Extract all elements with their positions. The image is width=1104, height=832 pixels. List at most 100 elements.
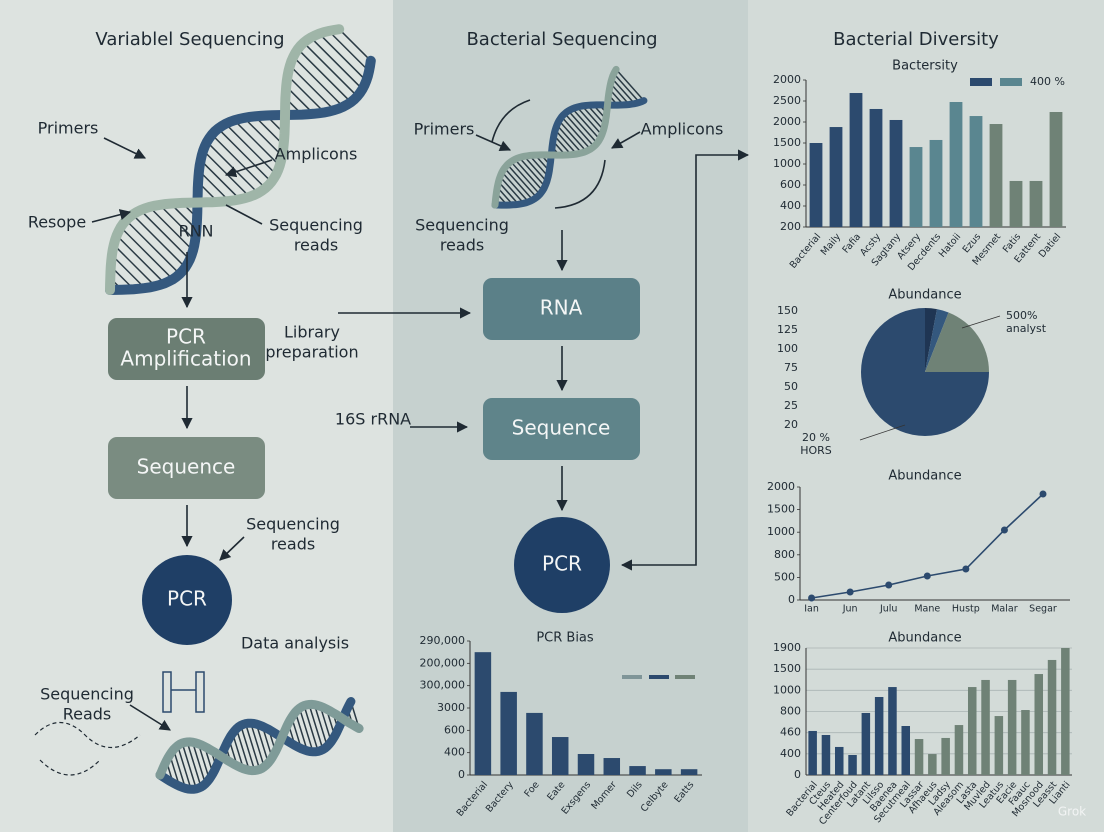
helix-rung	[319, 706, 332, 742]
artwork	[105, 24, 648, 794]
helix-rung	[125, 219, 181, 275]
process-box	[483, 278, 640, 340]
helix-rung	[198, 170, 230, 202]
y-tick-label: 0	[788, 593, 795, 606]
slice-label: analyst	[1006, 322, 1047, 335]
x-tick-label: Julu	[879, 604, 897, 615]
label: Sequencing	[40, 685, 134, 704]
process-box	[483, 398, 640, 460]
arrow	[620, 149, 750, 571]
scale-label: 100	[777, 342, 798, 355]
legend-swatch	[1000, 78, 1022, 86]
slice-label: HORS	[800, 444, 832, 457]
box-label: PCR	[167, 587, 207, 611]
helix-rung	[499, 176, 525, 204]
helix-rung	[303, 42, 358, 97]
point	[1039, 490, 1047, 498]
y-tick-label: 0	[458, 768, 465, 781]
watermark: Grok	[1058, 805, 1086, 819]
helix-rung	[244, 723, 261, 770]
bar	[994, 716, 1004, 775]
helix-rung	[613, 73, 640, 103]
helix-rung	[255, 723, 270, 764]
y-tick-label: 1900	[773, 641, 801, 654]
arrow	[611, 131, 641, 149]
helix-rung	[298, 707, 314, 753]
pie-slice	[925, 308, 937, 372]
helix-rung	[556, 124, 583, 154]
point	[1000, 526, 1008, 534]
scale-label: 150	[777, 304, 798, 317]
label: Primers	[414, 120, 475, 139]
helix-rung	[235, 728, 250, 771]
chart-title: PCR Bias	[536, 631, 594, 646]
bar	[809, 143, 823, 227]
panel-title: Bacterial Diversity	[833, 29, 999, 50]
tube	[195, 671, 205, 713]
label: reads	[440, 236, 484, 255]
box-label: PCR	[542, 552, 582, 576]
bar	[629, 766, 646, 775]
helix-rung	[497, 181, 520, 205]
y-tick-label: 3000	[437, 701, 465, 714]
box-label: Amplification	[120, 347, 251, 371]
bar	[500, 691, 517, 775]
x-tick-label: Malar	[991, 604, 1017, 615]
point	[808, 594, 816, 602]
legend-swatch	[649, 675, 669, 679]
y-tick-label: 460	[780, 726, 801, 739]
bar	[954, 725, 964, 775]
bar	[603, 758, 621, 775]
helix-rung	[132, 214, 186, 268]
helix-rung	[609, 83, 630, 105]
label: Amplicons	[275, 145, 358, 164]
pointer	[225, 204, 263, 225]
label: Data analysis	[241, 634, 349, 653]
helix-rung	[289, 65, 335, 111]
helix-rung	[328, 30, 370, 72]
helix-rung	[308, 704, 324, 750]
scale-label: 75	[784, 361, 798, 374]
bar	[949, 102, 963, 227]
helix-rung	[581, 105, 605, 131]
helix-rung	[506, 164, 538, 198]
y-tick-label: 400	[780, 747, 801, 760]
bar	[901, 725, 911, 775]
bar	[914, 739, 924, 775]
curve	[491, 99, 531, 143]
helix-rung	[558, 120, 587, 152]
label: 16S rRNA	[335, 410, 411, 429]
helix-rung	[318, 33, 367, 82]
bar	[834, 746, 844, 775]
y-tick-label: 400	[444, 746, 465, 759]
bar	[808, 730, 817, 775]
bar	[829, 127, 843, 227]
helix-rung	[561, 116, 591, 150]
bar	[526, 712, 543, 775]
bar	[680, 769, 698, 775]
helix-rung	[176, 745, 192, 790]
bar	[909, 147, 923, 227]
y-tick-label: 0	[794, 768, 801, 781]
scale-label: 50	[784, 380, 798, 393]
label: reads	[294, 236, 338, 255]
helix-rung	[297, 48, 352, 103]
arrow	[103, 137, 147, 159]
y-tick-label: 1500	[767, 503, 795, 516]
y-tick-label: 2500	[773, 94, 801, 107]
bar	[1009, 180, 1023, 227]
helix-rung	[576, 106, 603, 136]
y-tick-label: 2000	[773, 115, 801, 128]
panel-title: Variablel Sequencing	[95, 29, 284, 50]
slice-label: 500%	[1006, 309, 1037, 322]
label: Library	[284, 323, 340, 342]
helix-rung	[254, 115, 285, 146]
process-circle	[142, 555, 232, 645]
helix-rung	[514, 158, 544, 192]
helix-rung	[338, 28, 372, 62]
x-tick-label: Hustp	[952, 604, 980, 615]
x-tick-label: Segar	[1029, 604, 1057, 615]
label: Reads	[63, 705, 112, 724]
y-tick-label: 800	[780, 705, 801, 718]
